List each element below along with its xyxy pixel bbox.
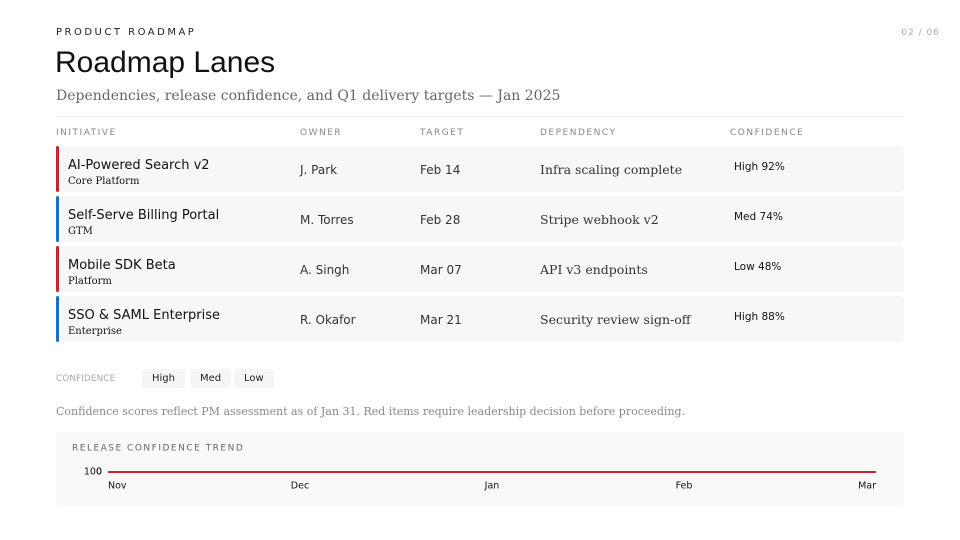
chart-title: RELEASE CONFIDENCE TREND — [72, 444, 244, 454]
chart-panel — [56, 432, 904, 506]
divider — [56, 116, 904, 117]
subtitle: Dependencies, release confidence, and Q1… — [56, 88, 561, 104]
initiative: SSO & SAML Enterprise — [68, 308, 220, 323]
y-tick-label: 0 — [96, 467, 102, 478]
initiative: AI-Powered Search v2 — [68, 158, 210, 173]
x-tick-label: Dec — [291, 481, 309, 492]
target: Feb 28 — [420, 213, 461, 227]
row-accent — [56, 146, 59, 192]
initiative: Self-Serve Billing Portal — [68, 208, 220, 223]
confidence: High 92% — [734, 161, 785, 173]
column-header: CONFIDENCE — [730, 128, 805, 138]
owner: M. Torres — [300, 213, 354, 227]
owner: A. Singh — [300, 263, 350, 277]
legend-label: CONFIDENCE — [56, 374, 116, 384]
x-tick-label: Nov — [108, 481, 127, 492]
x-tick-label: Jan — [484, 481, 500, 492]
column-header: OWNER — [300, 128, 343, 138]
team: Enterprise — [68, 326, 122, 337]
title: Roadmap Lanes — [55, 46, 276, 79]
x-tick-label: Mar — [858, 481, 876, 492]
target: Mar 07 — [420, 263, 462, 277]
confidence: Low 48% — [734, 261, 782, 273]
dependency: Security review sign-off — [540, 312, 691, 327]
table-row: Mobile SDK Beta Platform A. Singh Mar 07 API… — [56, 246, 904, 292]
legend-chip: High — [142, 369, 185, 388]
target: Feb 14 — [420, 163, 461, 177]
target: Mar 21 — [420, 313, 462, 327]
table-row: AI-Powered Search v2 Core Platform J. Park… — [56, 146, 904, 192]
dependency: Stripe webhook v2 — [540, 212, 659, 227]
team: GTM — [68, 226, 93, 237]
column-header: DEPENDENCY — [540, 128, 617, 138]
team: Platform — [68, 276, 112, 287]
note: Confidence scores reflect PM assessment … — [56, 405, 686, 418]
team: Core Platform — [68, 176, 140, 187]
page-number: 02 / 06 — [901, 28, 940, 38]
x-tick-label: Feb — [676, 481, 693, 492]
initiative: Mobile SDK Beta — [68, 258, 176, 273]
confidence: Med 74% — [734, 211, 783, 223]
dependency: Infra scaling complete — [540, 162, 683, 177]
column-header: TARGET — [420, 128, 465, 138]
row-accent — [56, 196, 59, 242]
table-row: Self-Serve Billing Portal GTM M. Torres Feb… — [56, 196, 904, 242]
confidence: High 88% — [734, 311, 785, 323]
table-row: SSO & SAML Enterprise Enterprise R. Okafor… — [56, 296, 904, 342]
column-header: INITIATIVE — [56, 128, 117, 138]
eyebrow: PRODUCT ROADMAP — [56, 27, 197, 38]
row-accent — [56, 246, 59, 292]
row-accent — [56, 296, 59, 342]
legend-chip: Low — [234, 369, 274, 388]
y-tick-label: 100 — [84, 467, 102, 478]
legend-chip: Med — [190, 369, 232, 388]
dependency: API v3 endpoints — [540, 262, 648, 277]
owner: R. Okafor — [300, 313, 356, 327]
owner: J. Park — [300, 163, 338, 177]
